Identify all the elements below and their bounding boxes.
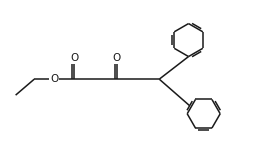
Text: O: O [113,53,121,63]
Text: O: O [70,53,78,63]
Text: O: O [50,74,58,84]
